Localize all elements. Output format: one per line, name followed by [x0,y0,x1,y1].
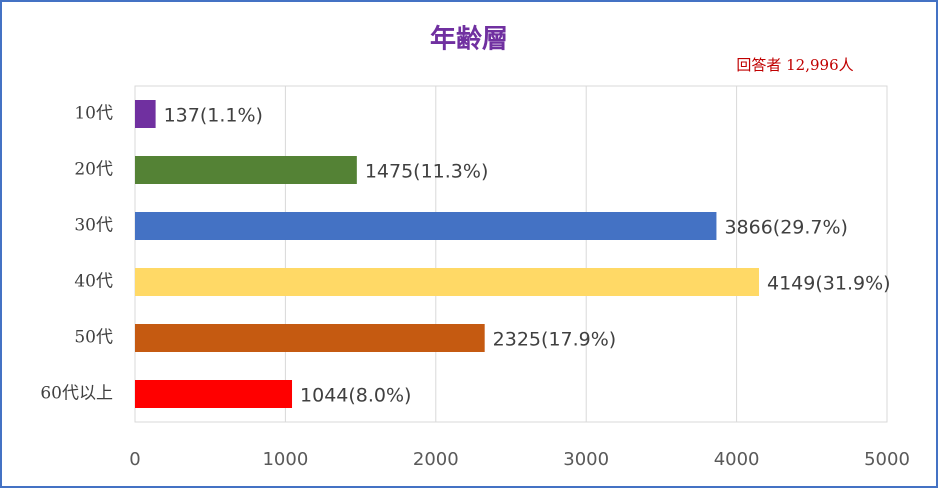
y-tick-label: 60代以上 [40,384,113,404]
bar [135,380,293,408]
x-tick-label: 5000 [864,449,910,470]
x-tick-label: 2000 [413,449,459,470]
bar [135,212,717,240]
y-tick-label: 20代 [74,160,113,180]
x-tick-label: 0 [129,449,140,470]
bar [135,324,485,352]
x-tick-label: 4000 [714,449,760,470]
bar [135,100,156,128]
data-label: 2325(17.9%) [493,329,617,351]
data-label: 1044(8.0%) [300,385,411,407]
x-tick-label: 1000 [262,449,308,470]
y-tick-label: 10代 [74,104,113,124]
bar [135,156,357,184]
data-label: 3866(29.7%) [724,217,848,239]
data-label: 1475(11.3%) [365,161,489,183]
y-tick-label: 30代 [74,216,113,236]
chart-title: 年齢層 [430,24,508,55]
y-tick-label: 40代 [74,272,113,292]
data-label: 4149(31.9%) [767,273,891,295]
y-tick-label: 50代 [74,328,113,348]
annotation: 回答者 12,996人 [736,56,853,74]
data-label: 137(1.1%) [164,105,263,127]
bar [135,268,760,296]
x-tick-label: 3000 [563,449,609,470]
